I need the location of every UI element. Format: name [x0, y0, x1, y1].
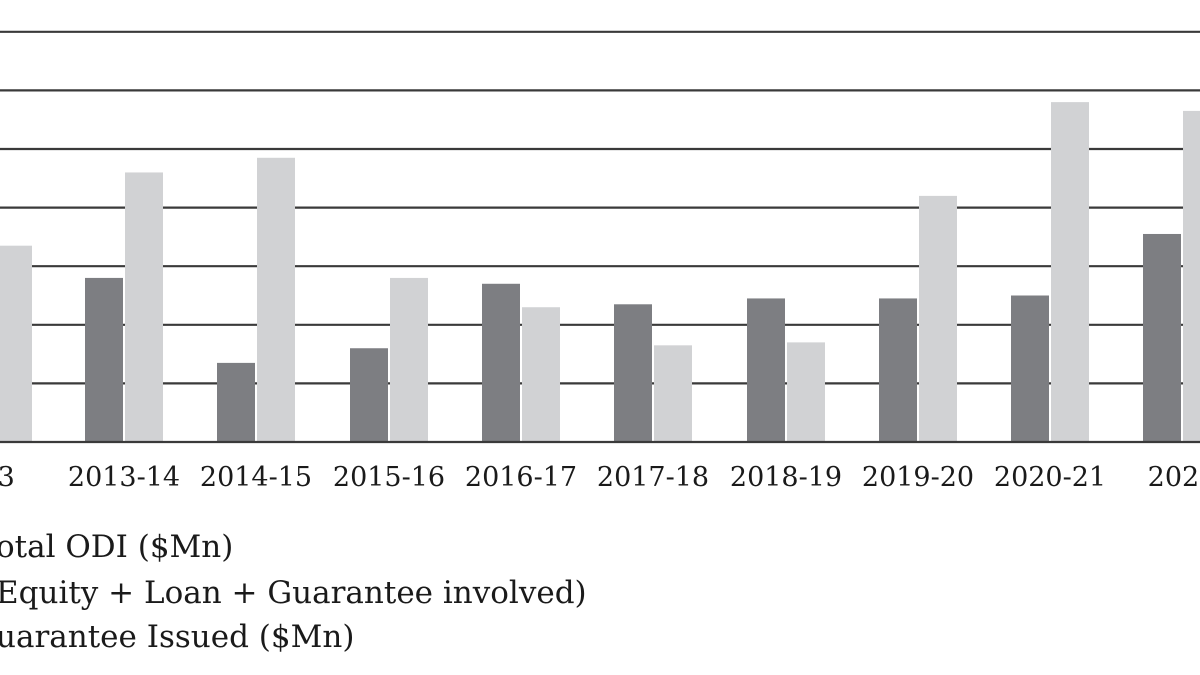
bar-series-1-2017-18	[614, 304, 652, 442]
x-tick-label: 2017-18	[597, 462, 709, 493]
bar-series-2-2016-17	[522, 307, 560, 442]
bar-series-2-2021-22	[1183, 110, 1200, 442]
bar-series-2-2018-19	[787, 342, 825, 442]
x-tick-label: -13	[0, 462, 15, 493]
legend-entry-3: uarantee Issued ($Mn)	[0, 619, 355, 655]
x-tick-label: 2020-21	[994, 462, 1106, 493]
x-tick-label: 2013-14	[68, 462, 180, 493]
x-tick-label: 2019-20	[862, 462, 974, 493]
legend-entry-2: Equity + Loan + Guarantee involved)	[0, 575, 587, 611]
legend-entry-1: otal ODI ($Mn)	[0, 529, 234, 565]
bar-series-2-2015-16	[390, 277, 428, 442]
bar-series-1-2021-22	[1143, 233, 1181, 442]
bar-series-2-2017-18	[654, 345, 692, 442]
x-tick-label: 2016-17	[465, 462, 577, 493]
bar-series-2-2012-13	[0, 245, 32, 442]
x-tick-label: 2014-15	[200, 462, 312, 493]
bar-series-2-2014-15	[257, 157, 295, 443]
bar-series-2-2013-14	[125, 172, 163, 442]
bar-series-1-2020-21	[1011, 295, 1049, 442]
x-tick-label: 2018-19	[730, 462, 842, 493]
x-tick-label: 2021	[1148, 462, 1200, 493]
x-tick-label: 2015-16	[333, 462, 445, 493]
bar-series-1-2015-16	[350, 348, 388, 442]
bar-series-1-2018-19	[747, 298, 785, 442]
bar-series-1-2014-15	[217, 362, 255, 442]
bar-series-2-2019-20	[919, 195, 957, 442]
x-axis: -13 2013-14 2014-15 2015-16 2016-17 2017-18 20…	[0, 440, 1200, 493]
bars	[0, 102, 1200, 443]
bar-series-1-2019-20	[879, 298, 917, 442]
bar-series-2-2020-21	[1051, 102, 1089, 443]
bar-series-1-2016-17	[482, 283, 520, 442]
bar-series-1-2013-14	[85, 277, 123, 442]
gridlines	[0, 30, 1200, 385]
